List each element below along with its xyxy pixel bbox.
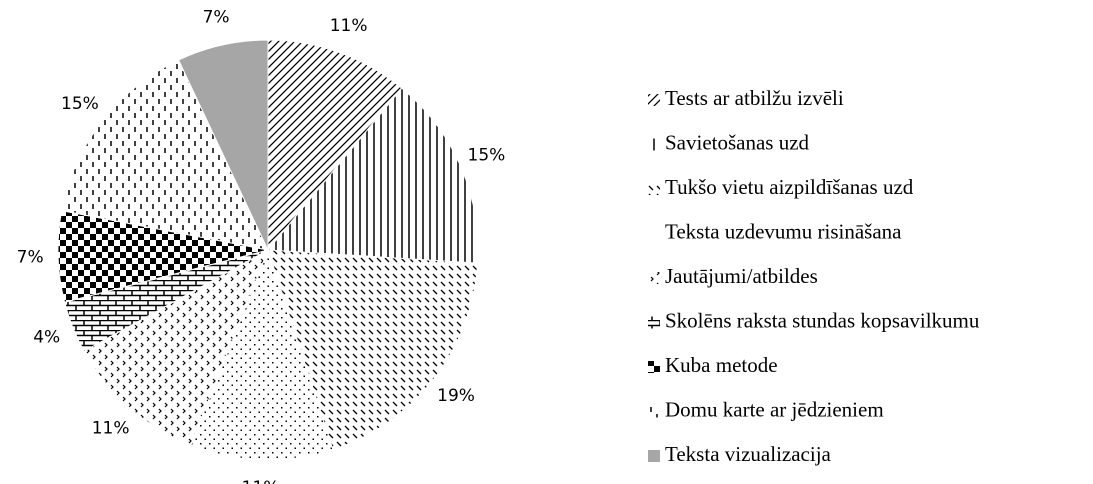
data-label: 15% — [61, 94, 99, 114]
legend-label: Kuba metode — [665, 353, 778, 377]
legend-label: Tukšo vietu aizpildīšanas uzd — [665, 175, 914, 199]
legend-swatch — [648, 405, 660, 418]
legend-label: Tests ar atbilžu izvēli — [665, 86, 844, 110]
data-label: 11% — [242, 478, 280, 484]
data-label: 11% — [92, 419, 130, 439]
legend-label: Jautājumi/atbildes — [665, 264, 818, 288]
pie-slice — [267, 249, 479, 451]
data-label: 7% — [203, 8, 230, 28]
legend-swatch — [648, 316, 660, 329]
pie-slice — [177, 39, 269, 251]
pie-slice — [83, 248, 269, 446]
legend-label: Domu karte ar jēdzieniem — [665, 397, 884, 421]
pie-slice — [190, 248, 334, 461]
legend-label: Savietošanas uzd — [665, 130, 810, 154]
data-label: 19% — [437, 386, 475, 406]
pie-slice — [266, 87, 479, 264]
data-label: 11% — [330, 16, 368, 36]
legend-swatch — [648, 138, 660, 151]
pie-slice — [267, 39, 403, 252]
data-label: 4% — [33, 328, 60, 348]
pie-slice — [61, 59, 269, 251]
legend-label: Teksta vizualizacija — [665, 442, 832, 466]
legend-swatch — [648, 94, 660, 106]
legend-swatch — [648, 361, 660, 373]
legend-label: Teksta uzdevumu risināšana — [665, 219, 902, 243]
legend-swatch — [648, 183, 660, 195]
legend-swatch — [648, 272, 660, 284]
legend-swatch — [648, 450, 660, 462]
data-label: 7% — [17, 247, 44, 267]
legend-label: Skolēns raksta stundas kopsavilkumu — [665, 308, 980, 332]
data-label: 15% — [468, 145, 506, 165]
